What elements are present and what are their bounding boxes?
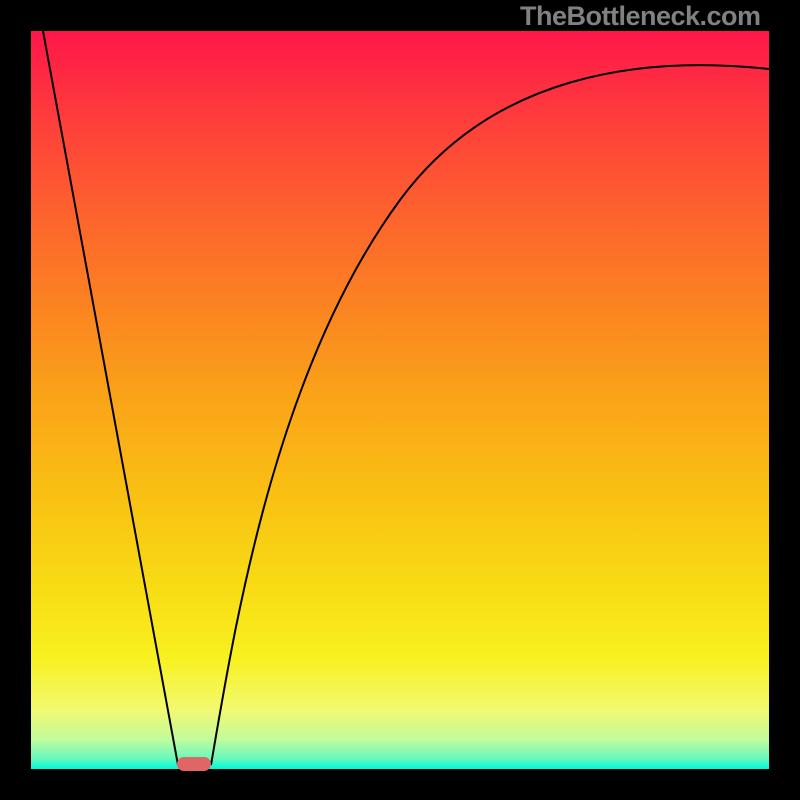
curve-left-branch (43, 31, 178, 765)
bottleneck-curve (0, 0, 800, 800)
optimal-point-marker (177, 757, 211, 771)
curve-right-branch (211, 65, 769, 765)
watermark-text: TheBottleneck.com (520, 1, 761, 32)
